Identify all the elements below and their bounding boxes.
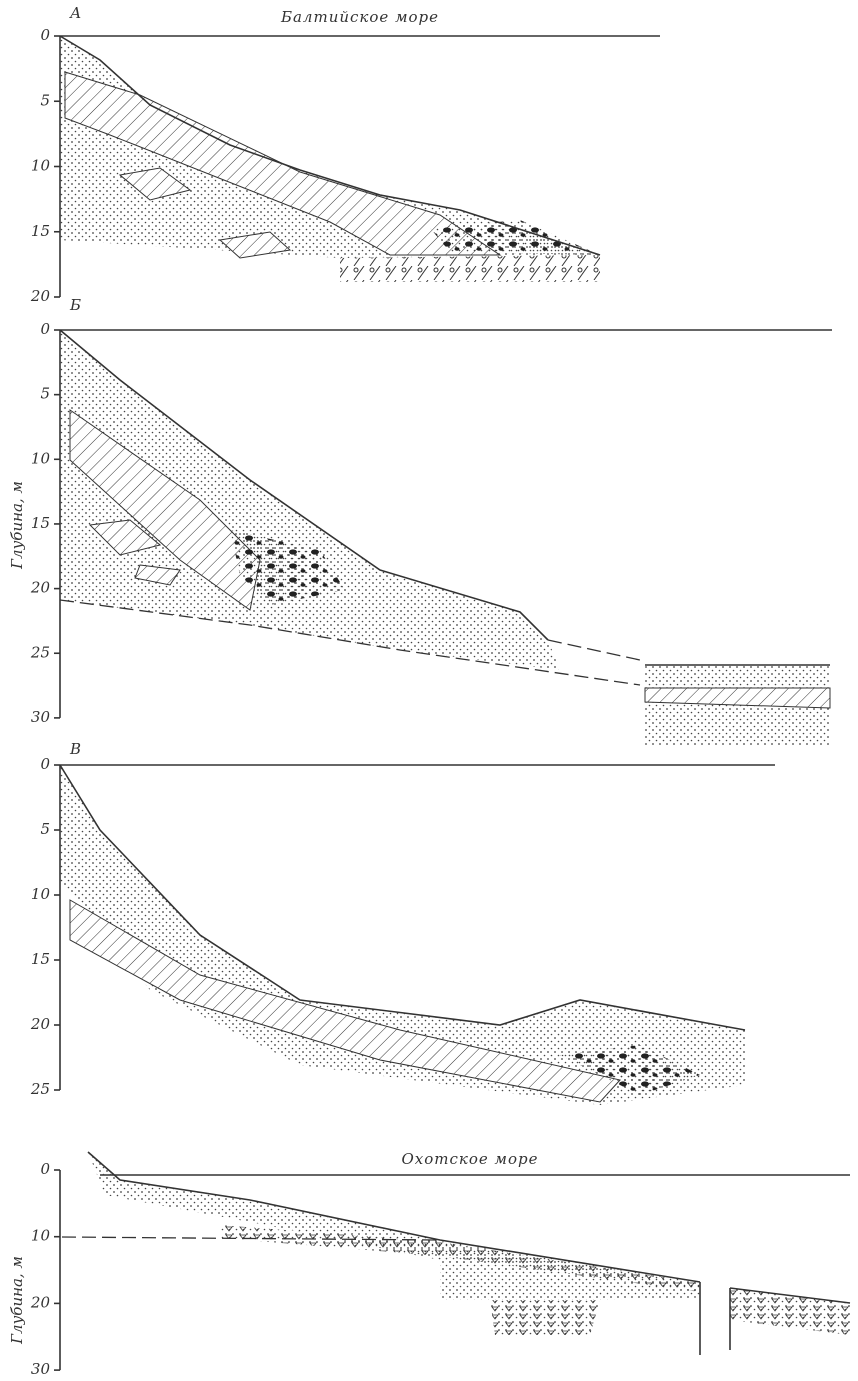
seafloor bbox=[59, 329, 549, 641]
tick-label: 5 bbox=[40, 91, 50, 109]
base-boundary bbox=[59, 599, 641, 686]
silt-lens bbox=[490, 1300, 600, 1335]
tick-label: 10 bbox=[31, 1227, 51, 1245]
shell-layer bbox=[220, 1225, 700, 1292]
panel-title: Балтийское море bbox=[280, 8, 439, 26]
silt-layer bbox=[644, 687, 831, 709]
tick-label: 20 bbox=[30, 1015, 51, 1033]
tick-label: 20 bbox=[30, 579, 51, 597]
section-c bbox=[59, 764, 775, 1105]
seafloor-inferred bbox=[547, 639, 641, 661]
silt-lens bbox=[118, 167, 292, 259]
sand bbox=[60, 330, 560, 670]
panel-label: Б bbox=[69, 296, 81, 314]
section-a bbox=[59, 35, 660, 282]
silt-lens bbox=[88, 519, 181, 586]
section-d bbox=[61, 1151, 851, 1355]
tick-label: 30 bbox=[31, 1360, 51, 1378]
sand bbox=[60, 36, 600, 258]
silt-layer bbox=[69, 409, 261, 611]
seafloor bbox=[729, 1287, 851, 1304]
tick-label: 25 bbox=[30, 643, 50, 661]
y-axis-label: Глубина, м bbox=[8, 1256, 26, 1345]
tick-label: 0 bbox=[40, 26, 50, 44]
tick-label: 15 bbox=[31, 514, 50, 532]
tick-label: 0 bbox=[40, 755, 50, 773]
seafloor bbox=[59, 35, 601, 256]
tick-label: 15 bbox=[31, 950, 50, 968]
tick-label: 0 bbox=[40, 320, 50, 338]
panel-label: А bbox=[69, 4, 81, 22]
panel-title: Охотское море bbox=[402, 1150, 539, 1168]
tick-label: 25 bbox=[30, 1080, 50, 1098]
tick-label: 30 bbox=[31, 708, 51, 726]
sand bbox=[60, 765, 745, 1105]
tick-label: 5 bbox=[40, 820, 50, 838]
panel-label: В bbox=[69, 740, 81, 758]
pebbles bbox=[560, 1045, 700, 1095]
y-axis-label: Глубина, м bbox=[8, 481, 26, 570]
tick-label: 10 bbox=[31, 885, 51, 903]
tick-label: 15 bbox=[31, 222, 50, 240]
tick-label: 20 bbox=[30, 1293, 51, 1311]
pebbles bbox=[430, 220, 600, 255]
tick-label: 0 bbox=[40, 1160, 50, 1178]
seafloor bbox=[59, 764, 746, 1031]
base-boundary bbox=[61, 1236, 441, 1241]
tick-label: 20 bbox=[30, 287, 51, 305]
pebbles bbox=[230, 530, 345, 605]
tick-label: 10 bbox=[31, 157, 51, 175]
tick-label: 10 bbox=[31, 449, 51, 467]
silt-layer bbox=[69, 899, 621, 1103]
section-b bbox=[59, 329, 832, 745]
sand bbox=[440, 1258, 700, 1300]
bedrock bbox=[340, 255, 600, 282]
tick-label: 5 bbox=[40, 385, 50, 403]
seafloor bbox=[87, 1151, 701, 1283]
